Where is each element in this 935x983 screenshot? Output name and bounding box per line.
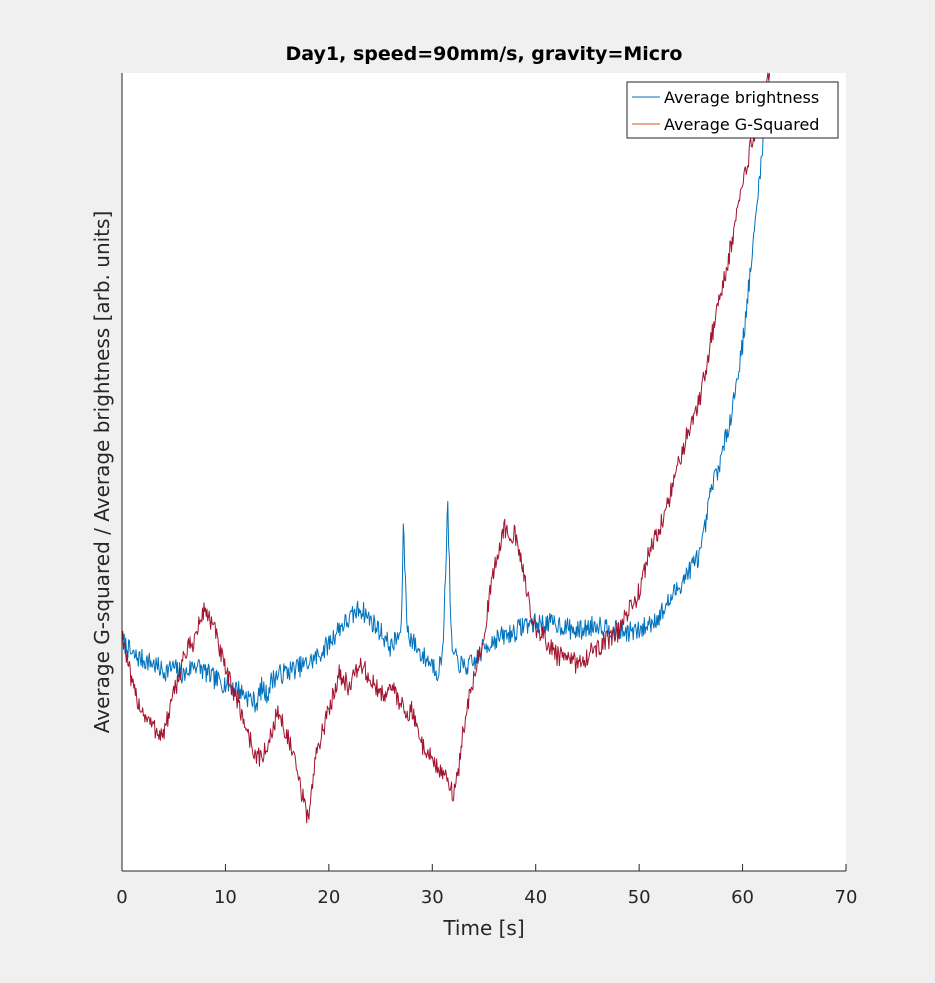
- x-tick-label: 30: [421, 887, 444, 908]
- legend-label-brightness: Average brightness: [664, 88, 819, 107]
- y-axis-label: Average G-squared / Average brightness […: [90, 211, 114, 734]
- chart-title: Day1, speed=90mm/s, gravity=Micro: [286, 43, 683, 65]
- plot-area: [122, 73, 846, 871]
- x-tick-label: 10: [214, 887, 237, 908]
- legend-label-gsquared: Average G-Squared: [664, 115, 819, 134]
- x-tick-label: 60: [731, 887, 754, 908]
- x-tick-label: 20: [317, 887, 340, 908]
- x-tick-label: 0: [116, 887, 127, 908]
- x-tick-label: 70: [835, 887, 858, 908]
- legend: Average brightness Average G-Squared: [626, 81, 839, 139]
- x-ticks: 0 10 20 30 40 50 60 70: [116, 864, 857, 908]
- series-line-gsquared: [121, 72, 770, 824]
- x-tick-label: 40: [524, 887, 547, 908]
- x-tick-label: 50: [628, 887, 651, 908]
- series-layer: [121, 72, 770, 824]
- x-axis-label: Time [s]: [442, 916, 524, 940]
- legend-box: [626, 81, 839, 139]
- series-line-brightness: [121, 72, 770, 713]
